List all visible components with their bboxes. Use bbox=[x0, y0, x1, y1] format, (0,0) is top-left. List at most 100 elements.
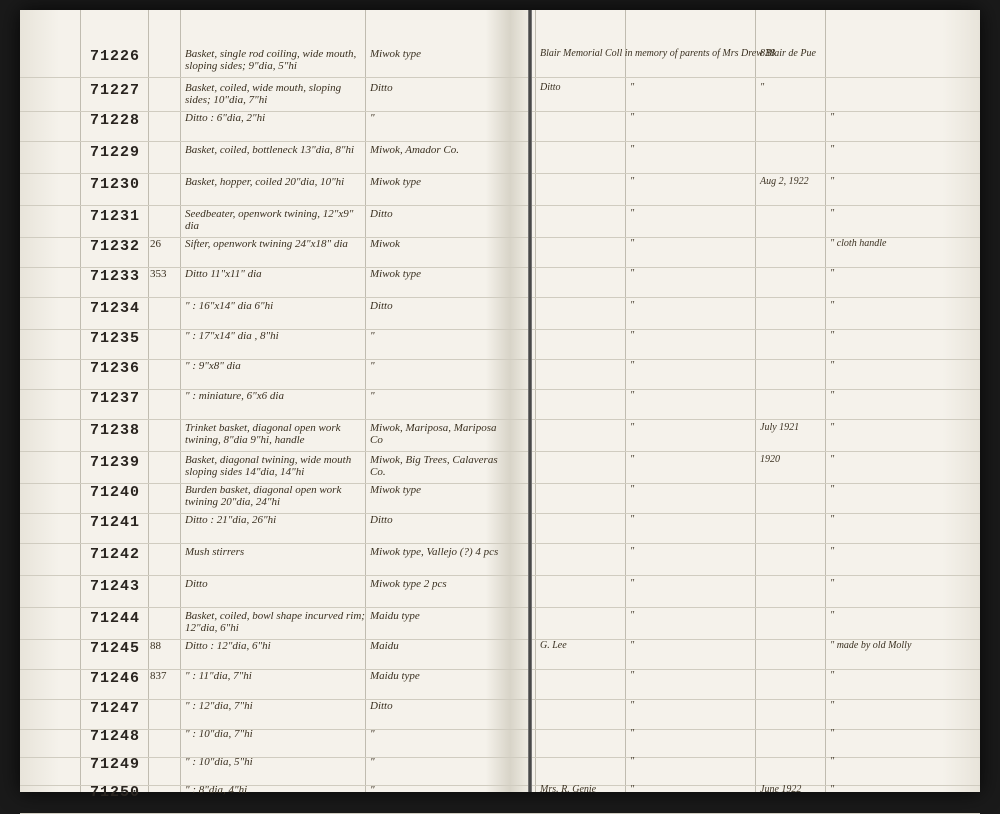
tribe-locality: " bbox=[370, 728, 375, 740]
item-description: " : 8"dia, 4"hi bbox=[185, 784, 365, 796]
catalog-number: 71235 bbox=[90, 330, 140, 347]
tribe-locality: Miwok, Mariposa, Mariposa Co bbox=[370, 422, 510, 446]
date-field: June 1922 bbox=[760, 784, 801, 795]
remarks: " bbox=[830, 670, 834, 681]
remarks: " bbox=[830, 422, 834, 433]
ledger-row: "" bbox=[510, 112, 980, 142]
ledger-row: 71226Basket, single rod coiling, wide mo… bbox=[20, 48, 510, 78]
catalog-number: 71241 bbox=[90, 514, 140, 531]
ledger-row: "" bbox=[510, 390, 980, 420]
ditto-mark: " bbox=[630, 238, 634, 249]
catalog-number: 71228 bbox=[90, 112, 140, 129]
remarks: " bbox=[830, 454, 834, 465]
ledger-row: "" bbox=[510, 268, 980, 298]
catalog-number: 71246 bbox=[90, 670, 140, 687]
ledger-row: "" bbox=[510, 208, 980, 238]
collector-note: Mrs. R. Genie bbox=[540, 784, 596, 795]
item-description: Ditto : 6"dia, 2"hi bbox=[185, 112, 365, 124]
ledger-row: 71236" : 9"x8" dia" bbox=[20, 360, 510, 390]
item-description: " : 10"dia, 7"hi bbox=[185, 728, 365, 740]
ledger-row: 71246837" : 11"dia, 7"hiMaidu type bbox=[20, 670, 510, 700]
ledger-row: 71248 " : 10"dia, 7"hi " bbox=[20, 728, 510, 758]
remarks: " bbox=[830, 144, 834, 155]
ledger-row: 71231Seedbeater, openwork twining, 12"x9… bbox=[20, 208, 510, 238]
tribe-locality: " bbox=[370, 390, 375, 402]
item-description: Trinket basket, diagonal open work twini… bbox=[185, 422, 365, 446]
remarks: " bbox=[830, 578, 834, 589]
tribe-locality: Maidu type bbox=[370, 670, 420, 682]
ledger-row: Ditto"" bbox=[510, 82, 980, 112]
remarks: " bbox=[830, 112, 834, 123]
remarks: " bbox=[830, 390, 834, 401]
catalog-number: 71229 bbox=[90, 144, 140, 161]
ditto-mark: " bbox=[630, 268, 634, 279]
sub-number: 26 bbox=[150, 238, 161, 250]
item-description: Ditto bbox=[185, 578, 365, 590]
ditto-mark: " bbox=[630, 700, 634, 711]
item-description: Ditto : 12"dia, 6"hi bbox=[185, 640, 365, 652]
collector-note: G. Lee bbox=[540, 640, 567, 651]
item-description: " : 9"x8" dia bbox=[185, 360, 365, 372]
remarks: " bbox=[830, 360, 834, 371]
tribe-locality: Ditto bbox=[370, 300, 393, 312]
catalog-number: 71248 bbox=[90, 728, 140, 745]
ditto-mark: " bbox=[630, 300, 634, 311]
ditto-mark: " bbox=[630, 728, 634, 739]
remarks: " bbox=[830, 330, 834, 341]
item-description: " : miniature, 6"x6 dia bbox=[185, 390, 365, 402]
catalog-number: 71226 bbox=[90, 48, 140, 65]
item-description: " : 10"dia, 5"hi bbox=[185, 756, 365, 768]
ledger-row: "" bbox=[510, 300, 980, 330]
sub-number: 88 bbox=[150, 640, 161, 652]
remarks: " bbox=[830, 484, 834, 495]
ditto-mark: " bbox=[630, 578, 634, 589]
ledger-row: "" bbox=[510, 670, 980, 700]
catalog-number: 71231 bbox=[90, 208, 140, 225]
left-page: 71226Basket, single rod coiling, wide mo… bbox=[20, 10, 510, 792]
ledger-row: 71229Basket, coiled, bottleneck 13"dia, … bbox=[20, 144, 510, 174]
catalog-number: 71230 bbox=[90, 176, 140, 193]
ledger-row: Blair Memorial Coll in memory of parents… bbox=[510, 48, 980, 78]
tribe-locality: Ditto bbox=[370, 514, 393, 526]
ditto-mark: " bbox=[630, 670, 634, 681]
ditto-mark: " bbox=[630, 82, 634, 93]
tribe-locality: " bbox=[370, 784, 375, 796]
item-description: Sifter, openwork twining 24"x18" dia bbox=[185, 238, 365, 250]
date-field: " bbox=[760, 82, 764, 93]
ledger-row: 71239Basket, diagonal twining, wide mout… bbox=[20, 454, 510, 484]
catalog-number: 71240 bbox=[90, 484, 140, 501]
ditto-mark: " bbox=[630, 514, 634, 525]
ledger-row: 71235" : 17"x14" dia , 8"hi" bbox=[20, 330, 510, 360]
ledger-row: 7123226Sifter, openwork twining 24"x18" … bbox=[20, 238, 510, 268]
catalog-number: 71250 bbox=[90, 784, 140, 801]
tribe-locality: " bbox=[370, 360, 375, 372]
ditto-mark: " bbox=[630, 546, 634, 557]
ledger-row: 71250 " : 8"dia, 4"hi " bbox=[20, 784, 510, 814]
tribe-locality: Ditto bbox=[370, 700, 393, 712]
remarks: " bbox=[830, 700, 834, 711]
tribe-locality: Miwok, Big Trees, Calaveras Co. bbox=[370, 454, 510, 478]
item-description: Basket, coiled, bowl shape incurved rim;… bbox=[185, 610, 365, 634]
sub-number: 353 bbox=[150, 268, 167, 280]
ledger-row: 71237" : miniature, 6"x6 dia" bbox=[20, 390, 510, 420]
ditto-mark: " bbox=[630, 454, 634, 465]
ledger-row: 71230Basket, hopper, coiled 20"dia, 10"h… bbox=[20, 176, 510, 206]
ledger-row: 71227Basket, coiled, wide mouth, sloping… bbox=[20, 82, 510, 112]
ditto-mark: " bbox=[630, 784, 634, 795]
remarks: " bbox=[830, 756, 834, 767]
tribe-locality: Maidu type bbox=[370, 610, 420, 622]
remarks: " bbox=[830, 546, 834, 557]
remarks: " bbox=[830, 300, 834, 311]
catalog-number: 71249 bbox=[90, 756, 140, 773]
tribe-locality: Miwok type bbox=[370, 48, 421, 60]
item-description: Mush stirrers bbox=[185, 546, 365, 558]
catalog-number: 71242 bbox=[90, 546, 140, 563]
item-description: Burden basket, diagonal open work twinin… bbox=[185, 484, 365, 508]
ditto-mark: " bbox=[630, 112, 634, 123]
tribe-locality: " bbox=[370, 112, 375, 124]
ledger-row: 71234" : 16"x14" dia 6"hiDitto bbox=[20, 300, 510, 330]
ditto-mark: " bbox=[630, 390, 634, 401]
ledger-row: 71238Trinket basket, diagonal open work … bbox=[20, 422, 510, 452]
ledger-row: "" bbox=[510, 756, 980, 786]
ledger-row: "" bbox=[510, 610, 980, 640]
